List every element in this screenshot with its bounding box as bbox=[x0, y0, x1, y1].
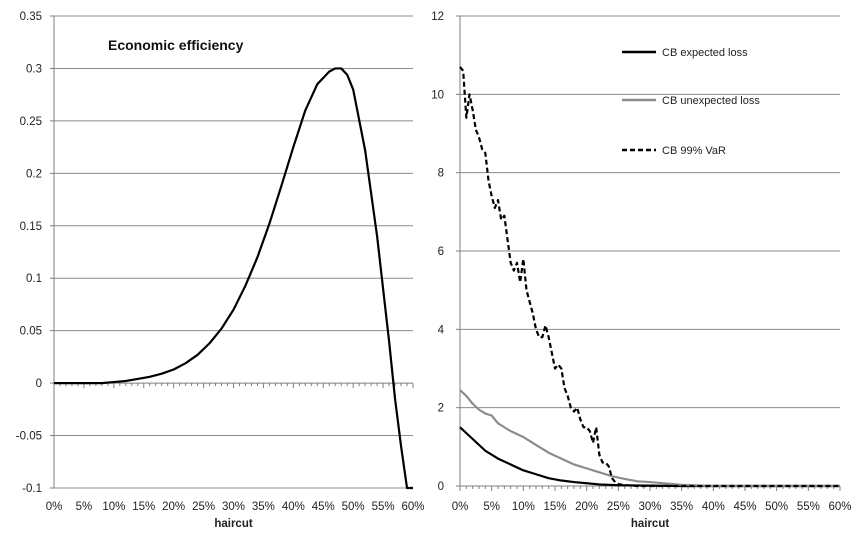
x-tick-label: 20% bbox=[575, 501, 598, 513]
y-tick-label: 0.3 bbox=[26, 63, 42, 75]
x-tick-label: 40% bbox=[702, 501, 725, 513]
x-tick-label: 15% bbox=[132, 501, 155, 513]
x-tick-label: 5% bbox=[76, 501, 93, 513]
y-tick-label: -0.05 bbox=[16, 431, 42, 443]
series-line-1 bbox=[459, 426, 840, 488]
chart-1: 0.35 0.3 0.25 0.2 0.15 0.1 0.05 0 -0.05 -0.1 0% 5% 1… bbox=[16, 11, 425, 530]
y-tick-label: 0 bbox=[438, 481, 444, 493]
x-tick-label: 60% bbox=[401, 501, 424, 513]
x-tick-label: 35% bbox=[252, 501, 275, 513]
x-tick-label: 15% bbox=[543, 501, 566, 513]
y-tick-label: 6 bbox=[438, 246, 444, 258]
y-tick-label: 8 bbox=[438, 168, 444, 180]
chart-2: 12 10 8 6 4 2 0 0% 5% 10% 15% 20% 25% 30% 35% 40% 45% 50%… bbox=[431, 11, 851, 530]
x-tick-label: 30% bbox=[222, 501, 245, 513]
y-tick-label: 0.15 bbox=[20, 221, 42, 233]
y-tick-label: 2 bbox=[438, 403, 444, 415]
x-tick-label: 50% bbox=[342, 501, 365, 513]
x-tick-label: 20% bbox=[162, 501, 185, 513]
x-tick-label: 50% bbox=[765, 501, 788, 513]
x-tick-label: 40% bbox=[282, 501, 305, 513]
x-tick-label: 45% bbox=[312, 501, 335, 513]
x-tick-label: 60% bbox=[828, 501, 851, 513]
x-tick-label: 25% bbox=[192, 501, 215, 513]
y-tick-label: 0.2 bbox=[26, 168, 42, 180]
legend-label: CB 99% VaR bbox=[662, 145, 726, 157]
x-axis-title: haircut bbox=[631, 518, 670, 530]
y-tick-label: 4 bbox=[438, 324, 445, 336]
x-tick-label: 30% bbox=[638, 501, 661, 513]
series-line-1 bbox=[54, 67, 413, 490]
y-tick-label: 0.35 bbox=[20, 11, 42, 23]
series-line-2 bbox=[459, 389, 840, 488]
x-tick-label: 55% bbox=[372, 501, 395, 513]
y-tick-label: 10 bbox=[431, 89, 444, 101]
chart-title: Economic efficiency bbox=[108, 37, 244, 53]
x-tick-label: 55% bbox=[797, 501, 820, 513]
x-tick-label: 25% bbox=[607, 501, 630, 513]
y-tick-label: 0 bbox=[36, 378, 42, 390]
y-tick-label: 12 bbox=[431, 11, 444, 23]
x-axis-title: haircut bbox=[214, 518, 253, 530]
legend-label: CB unexpected loss bbox=[662, 95, 760, 107]
series-line-3 bbox=[459, 66, 840, 488]
x-tick-label: 0% bbox=[452, 501, 469, 513]
y-tick-label: 0.05 bbox=[20, 326, 42, 338]
x-tick-label: 10% bbox=[512, 501, 535, 513]
y-tick-label: -0.1 bbox=[22, 483, 42, 495]
x-tick-label: 5% bbox=[483, 501, 500, 513]
legend-label: CB expected loss bbox=[662, 47, 748, 59]
x-tick-label: 0% bbox=[46, 501, 63, 513]
y-tick-label: 0.1 bbox=[26, 273, 42, 285]
x-tick-label: 45% bbox=[733, 501, 756, 513]
x-tick-label: 10% bbox=[102, 501, 125, 513]
y-tick-label: 0.25 bbox=[20, 116, 42, 128]
x-tick-label: 35% bbox=[670, 501, 693, 513]
